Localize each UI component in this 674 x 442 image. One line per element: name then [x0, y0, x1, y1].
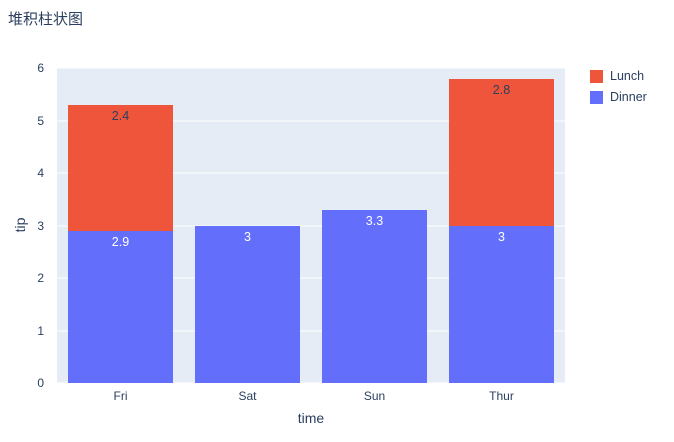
y-axis: 0 1 2 3 4 5 6 [0, 62, 50, 389]
gridline [57, 277, 565, 279]
x-tick-label: Thur [489, 389, 514, 403]
legend-swatch [590, 90, 603, 104]
bar-value-label: 3.3 [365, 213, 384, 228]
gridline [57, 225, 565, 226]
bar-sat-dinner[interactable]: 3 [195, 225, 300, 383]
y-tick-label: 4 [37, 166, 44, 180]
y-tick-label: 2 [37, 271, 44, 285]
x-axis: Fri Sat Sun Thur [57, 389, 565, 405]
gridline [57, 330, 565, 331]
y-tick-label: 3 [37, 218, 44, 233]
bar-thur-lunch[interactable]: 2.8 [449, 78, 554, 226]
x-axis-title: time [297, 410, 325, 426]
legend: Lunch Dinner [590, 69, 647, 111]
y-tick-label: 1 [37, 323, 44, 338]
plot-area: 2.9 2.4 3 3.3 3 2.8 [57, 67, 565, 384]
x-tick-label: Fri [113, 389, 128, 403]
x-tick-label: Sat [238, 389, 257, 403]
legend-label: Dinner [610, 90, 647, 104]
legend-swatch [590, 69, 603, 83]
y-tick-label: 5 [37, 113, 44, 128]
legend-item-dinner[interactable]: Dinner [590, 90, 647, 104]
gridline [57, 120, 565, 121]
legend-item-lunch[interactable]: Lunch [590, 69, 647, 83]
bar-value-label: 3 [498, 229, 505, 244]
gridline [57, 382, 565, 384]
gridline [57, 172, 565, 174]
bar-sun-dinner[interactable]: 3.3 [322, 209, 427, 383]
bar-thur-dinner[interactable]: 3 [449, 225, 554, 383]
bar-value-label: 2.8 [492, 82, 511, 97]
bar-fri-dinner[interactable]: 2.9 [68, 230, 173, 383]
y-tick-label: 0 [37, 376, 44, 390]
x-tick-label: Sun [363, 389, 386, 403]
bar-fri-lunch[interactable]: 2.4 [68, 104, 173, 231]
y-axis-title: tip [12, 217, 28, 233]
bar-value-label: 3 [244, 229, 251, 244]
y-tick-label: 6 [37, 61, 44, 75]
bar-value-label: 2.9 [111, 234, 130, 249]
bar-value-label: 2.4 [111, 108, 130, 123]
chart-title: 堆积柱状图 [8, 11, 84, 28]
legend-label: Lunch [610, 69, 645, 83]
gridline [57, 67, 565, 69]
